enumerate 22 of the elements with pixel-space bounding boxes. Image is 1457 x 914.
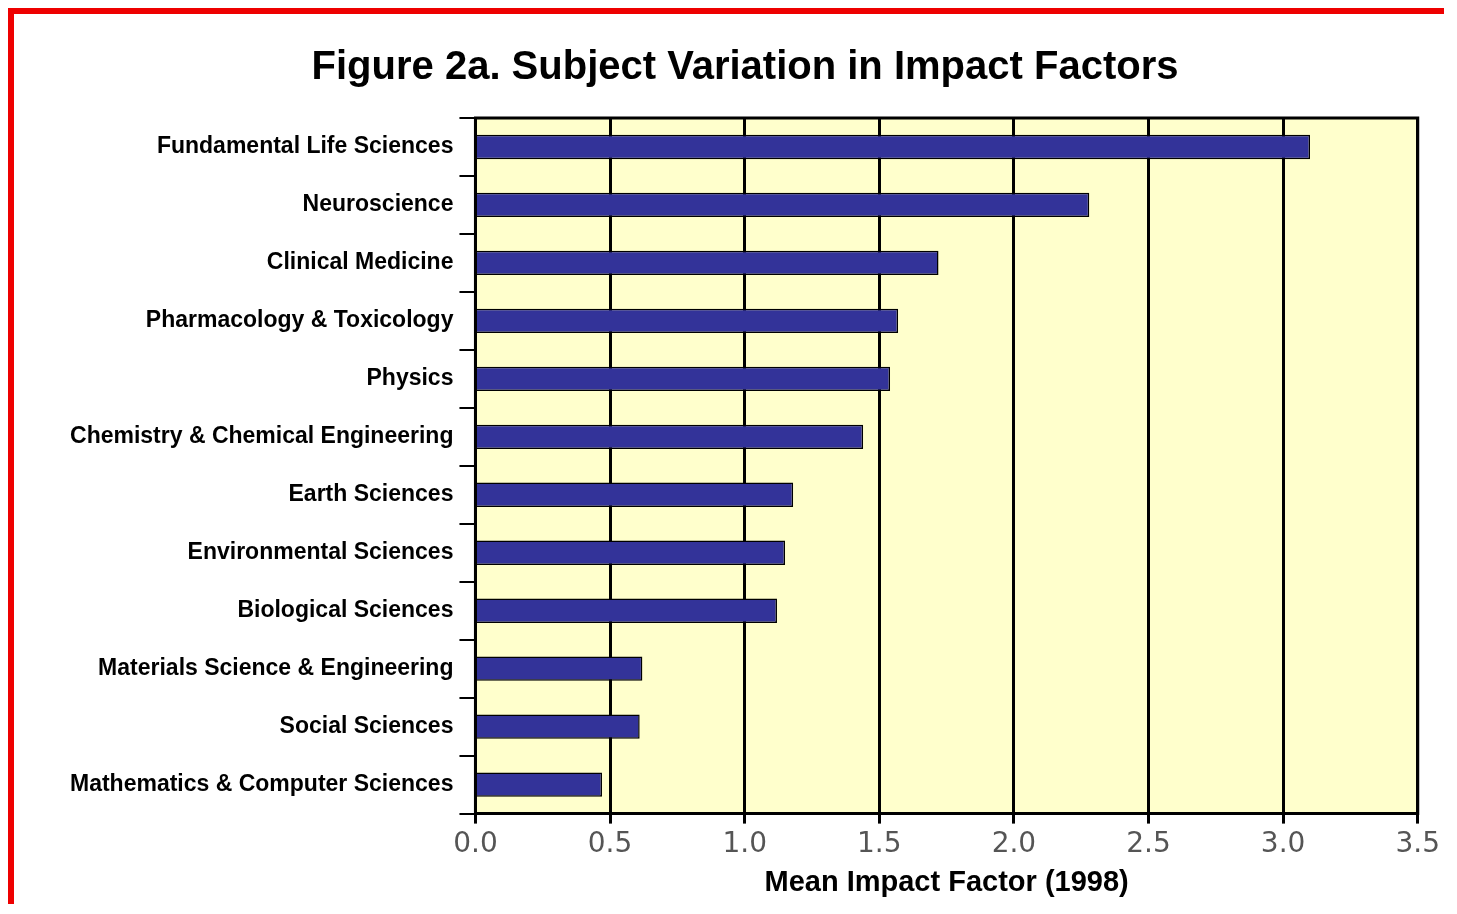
y-tick-label: Clinical Medicine xyxy=(266,248,454,275)
y-tick-label: Fundamental Life Sciences xyxy=(156,132,454,159)
x-tick-label: 2.5 xyxy=(1126,825,1171,859)
x-tick-label: 1.5 xyxy=(857,825,902,859)
x-tick-label: 2.0 xyxy=(991,825,1037,859)
x-axis-title: Mean Impact Factor (1998) xyxy=(764,864,1129,897)
y-tick-label: Physics xyxy=(366,364,454,391)
y-tick-label: Biological Sciences xyxy=(237,596,454,623)
y-tick-label: Environmental Sciences xyxy=(187,538,454,565)
x-tick-label: 0.5 xyxy=(587,825,633,859)
x-tick-label: 3.0 xyxy=(1260,825,1306,859)
y-tick-label: Chemistry & Chemical Engineering xyxy=(70,422,454,449)
chart-title: Figure 2a. Subject Variation in Impact Factors xyxy=(311,43,1179,88)
y-tick-label: Neuroscience xyxy=(302,190,454,217)
y-tick-label: Social Sciences xyxy=(279,711,454,738)
x-tick-label: 3.5 xyxy=(1395,825,1440,859)
x-tick-label: 1.0 xyxy=(722,825,767,859)
y-tick-label: Earth Sciences xyxy=(288,480,454,507)
x-tick-label: 0.0 xyxy=(453,825,498,859)
y-tick-label: Mathematics & Computer Sciences xyxy=(70,769,454,796)
y-tick-label: Materials Science & Engineering xyxy=(98,654,454,681)
y-tick-label: Pharmacology & Toxicology xyxy=(145,306,454,333)
